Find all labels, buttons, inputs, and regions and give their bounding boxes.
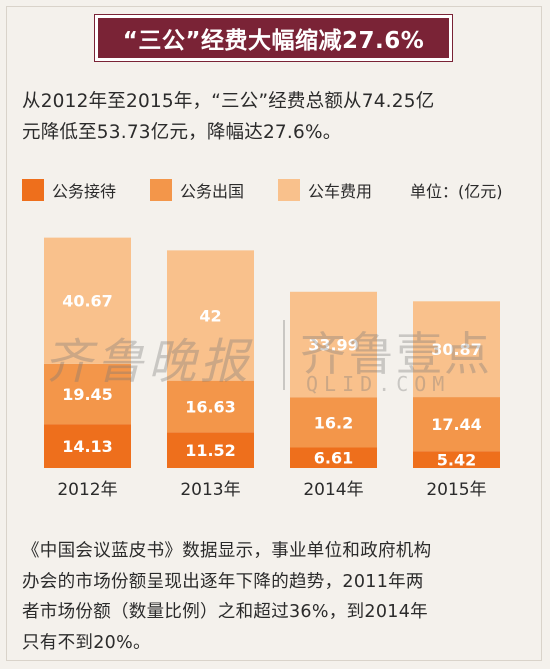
legend-swatch bbox=[278, 179, 301, 201]
data-label: 14.13 bbox=[62, 437, 113, 456]
data-label: 16.63 bbox=[185, 397, 236, 416]
x-tick-label: 2014年 bbox=[303, 480, 363, 500]
legend-label: 公务接待 bbox=[52, 182, 117, 201]
intro-text: 从2012年至2015年，“三公”经费总额从74.25亿 元降低至53.73亿元… bbox=[22, 86, 532, 148]
x-tick-label: 2012年 bbox=[57, 480, 117, 500]
page-title: “三公”经费大幅缩减27.6% bbox=[122, 28, 425, 54]
outro-line: 只有不到20%。 bbox=[22, 632, 151, 653]
legend-item-overseas: 公务出国 bbox=[150, 178, 244, 202]
bar-segment-2 bbox=[413, 397, 500, 452]
bar-segment-3 bbox=[167, 250, 254, 381]
bar-segment-1 bbox=[44, 424, 131, 468]
outro-line: 办会的市场份额呈现出逐年下降的趋势，2011年两 bbox=[22, 571, 424, 592]
bar-segment-2 bbox=[290, 397, 377, 448]
legend-label: 公务出国 bbox=[180, 182, 245, 201]
x-tick-label: 2015年 bbox=[426, 480, 486, 500]
bar-segment-3 bbox=[44, 237, 131, 364]
outro-text: 《中国会议蓝皮书》数据显示，事业单位和政府机构 办会的市场份额呈现出逐年下降的趋… bbox=[22, 536, 537, 658]
bar-segment-2 bbox=[167, 380, 254, 433]
bar-segment-1 bbox=[413, 451, 500, 468]
x-tick-label: 2013年 bbox=[180, 480, 240, 500]
bar-segment-1 bbox=[167, 432, 254, 468]
title-banner: “三公”经费大幅缩减27.6% bbox=[94, 14, 453, 62]
page-frame bbox=[6, 6, 542, 661]
data-label: 5.42 bbox=[437, 451, 476, 470]
data-label: 30.87 bbox=[431, 340, 482, 359]
intro-line: 从2012年至2015年，“三公”经费总额从74.25亿 bbox=[22, 91, 435, 112]
data-label: 17.44 bbox=[431, 415, 482, 434]
chart-legend: 公务接待 公务出国 公车费用 单位：(亿元) bbox=[22, 178, 532, 202]
outro-line: 《中国会议蓝皮书》数据显示，事业单位和政府机构 bbox=[22, 541, 432, 561]
legend-swatch bbox=[22, 179, 44, 201]
data-label: 42 bbox=[199, 307, 221, 326]
bar-segment-1 bbox=[290, 447, 377, 468]
data-label: 33.99 bbox=[308, 336, 359, 355]
data-label: 19.45 bbox=[62, 385, 113, 404]
legend-label: 公车费用 bbox=[308, 182, 373, 201]
outro-line: 者市场份额（数量比例）之和超过36%，到2014年 bbox=[22, 602, 428, 622]
data-label: 40.67 bbox=[62, 292, 113, 311]
legend-swatch bbox=[150, 179, 173, 201]
data-label: 11.52 bbox=[185, 441, 236, 460]
bar-segment-2 bbox=[44, 363, 131, 425]
data-label: 16.2 bbox=[314, 413, 353, 432]
unit-label: 单位：(亿元) bbox=[410, 182, 503, 201]
data-label: 6.61 bbox=[314, 449, 353, 468]
bar-segment-3 bbox=[413, 301, 500, 398]
legend-item-vehicles: 公车费用 bbox=[278, 178, 372, 202]
bar-segment-3 bbox=[290, 291, 377, 398]
intro-line: 元降低至53.73亿元，降幅达27.6%。 bbox=[22, 122, 342, 143]
legend-item-reception: 公务接待 bbox=[22, 178, 116, 202]
